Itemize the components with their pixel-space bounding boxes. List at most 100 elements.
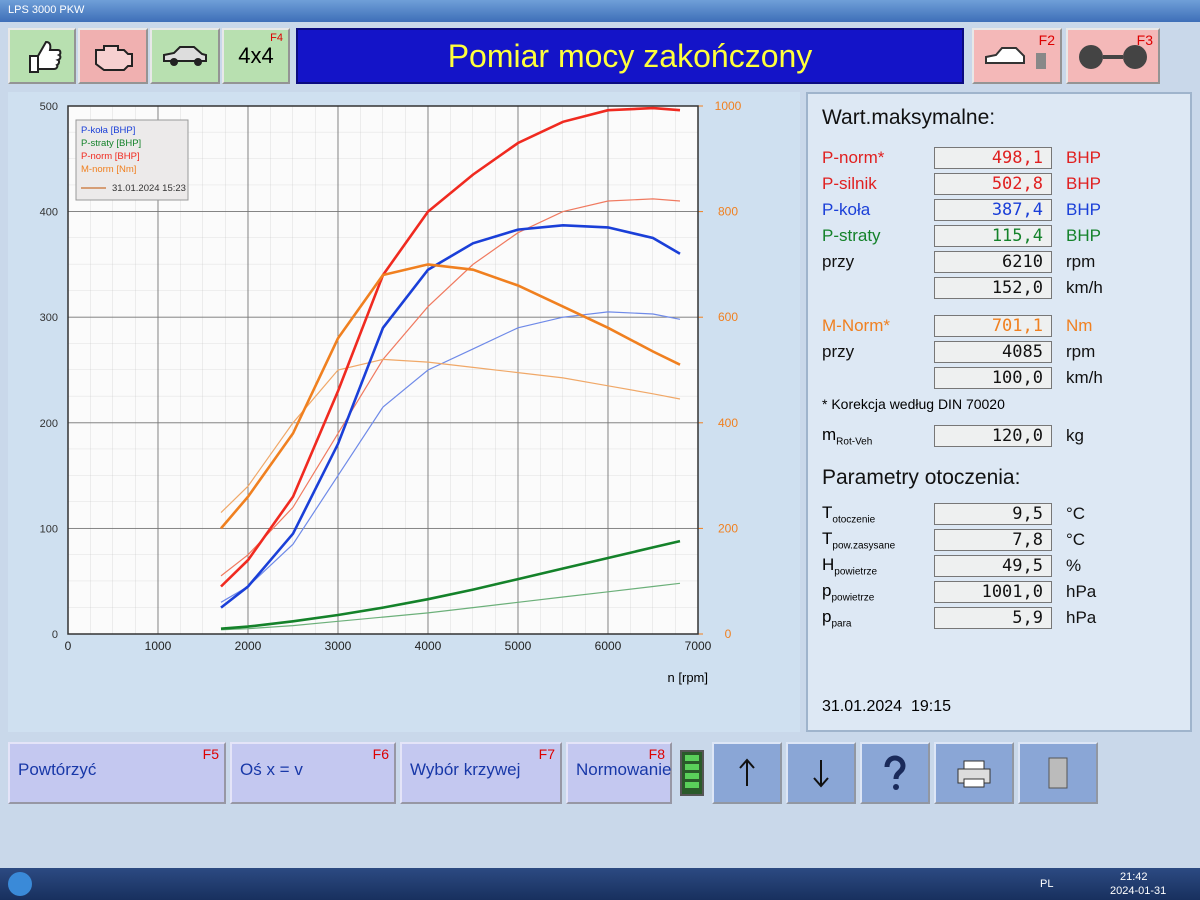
legend-box	[75, 119, 189, 201]
x-tick-label: 0	[65, 639, 72, 653]
f-key: F6	[372, 746, 389, 762]
drive-button[interactable]: 4x4 F4	[222, 28, 290, 84]
series-line	[220, 223, 681, 609]
value-field: 502,8	[934, 173, 1052, 195]
unit: rpm	[1066, 252, 1096, 271]
start-button[interactable]	[8, 872, 32, 896]
value-field: 120,0	[934, 425, 1052, 447]
help-icon	[884, 755, 906, 790]
exit-button[interactable]	[1018, 742, 1098, 804]
value-field: 5,9	[934, 607, 1052, 629]
up-button[interactable]	[712, 742, 782, 804]
engine-icon	[95, 45, 133, 71]
y2-tick-label: 200	[718, 521, 738, 535]
value-field: 100,0	[934, 367, 1052, 389]
button-label: Normowanie	[576, 760, 672, 779]
series-line	[220, 311, 681, 603]
legend-label: P-norm [BHP]	[81, 151, 140, 162]
function-button[interactable]: Wybór krzywej F7	[400, 742, 562, 804]
y2-tick-label: 0	[725, 627, 732, 641]
unit: BHP	[1066, 174, 1101, 193]
ok-button[interactable]	[8, 28, 76, 84]
value-row: Hpowietrze 49,5%	[822, 554, 1178, 578]
help-button[interactable]	[860, 742, 930, 804]
value-field: 115,4	[934, 225, 1052, 247]
label-text: P-norm*	[822, 148, 885, 167]
button-label: Oś x = v	[240, 760, 303, 779]
printer-icon	[957, 760, 991, 788]
row-label: przy	[822, 342, 934, 362]
unit: BHP	[1066, 148, 1101, 167]
value-field: 49,5	[934, 555, 1052, 577]
door-icon	[1048, 757, 1068, 789]
f2-button[interactable]: F2	[972, 28, 1062, 84]
f3-button[interactable]: F3	[1066, 28, 1160, 84]
plot-frame	[67, 105, 699, 635]
drive-label: 4x4	[238, 43, 274, 68]
unit: km/h	[1066, 278, 1103, 297]
value-row: mRot-Veh 120,0 kg	[822, 424, 1178, 448]
car-side-icon	[985, 47, 1046, 69]
x-tick-label: 1000	[145, 639, 172, 653]
status-title: Pomiar mocy zakończony	[296, 28, 964, 84]
x-tick-label: 7000	[685, 639, 712, 653]
value-row: przy 6210 rpm	[822, 250, 1178, 274]
value-row: P-silnik 502,8 BHP	[822, 172, 1178, 196]
panel-title: Parametry otoczenia:	[822, 466, 1021, 489]
label-subscript: Rot-Veh	[836, 436, 873, 448]
row-label: P-norm*	[822, 148, 934, 168]
value-row: M-Norm* 701,1 Nm	[822, 314, 1178, 338]
function-button[interactable]: Powtórzyć F5	[8, 742, 226, 804]
down-button[interactable]	[786, 742, 856, 804]
y-tick-label: 200	[40, 418, 58, 430]
label-text: p	[822, 580, 832, 600]
status-text: Pomiar mocy zakończony	[447, 37, 813, 74]
up-arrow	[739, 758, 755, 786]
row-label: przy	[822, 252, 934, 272]
x-tick-label: 5000	[505, 639, 532, 653]
results-panel: Wart.maksymalne: P-norm* 498,1 BHP P-silnik 5…	[806, 92, 1192, 732]
legend-label: P-straty [BHP]	[81, 138, 141, 149]
value-field: 152,0	[934, 277, 1052, 299]
note: * Korekcja według DIN 70020	[822, 396, 1005, 412]
legend-label: M-norm [Nm]	[81, 164, 136, 175]
label-subscript: para	[831, 618, 852, 630]
label-subscript: otoczenie	[832, 514, 876, 526]
label-text: M-Norm*	[822, 316, 890, 335]
y-tick-label: 300	[40, 312, 58, 324]
clock-date: 2024-01-31	[1110, 885, 1167, 897]
label-text: T	[822, 502, 833, 522]
series-line	[220, 358, 681, 514]
f-key: F5	[202, 746, 219, 762]
value-row: ppowietrze 1001,0 hPa	[822, 580, 1178, 604]
rollers-icon	[1079, 45, 1147, 69]
car-button[interactable]	[150, 28, 220, 84]
f-key: F4	[270, 32, 283, 44]
value-field: 1001,0	[934, 581, 1052, 603]
y2-tick-label: 600	[718, 310, 738, 324]
function-button[interactable]: Normowanie F8	[566, 742, 672, 804]
car-icon	[163, 46, 207, 66]
taskbar: PL 21:42 2024-01-31	[0, 868, 1200, 900]
panel-title: Wart.maksymalne:	[822, 106, 996, 129]
value-field: 498,1	[934, 147, 1052, 169]
row-label: M-Norm*	[822, 316, 934, 336]
value-row: P-koła 387,4 BHP	[822, 198, 1178, 222]
series-line	[220, 263, 681, 530]
unit: hPa	[1066, 582, 1097, 601]
unit: %	[1066, 556, 1082, 575]
label-text: przy	[822, 342, 855, 361]
label-subscript: pow.zasysane	[832, 540, 896, 552]
label-text: H	[822, 554, 835, 574]
function-button[interactable]: Oś x = v F6	[230, 742, 396, 804]
row-label: Tpow.zasysane	[822, 529, 934, 551]
language: PL	[1040, 878, 1054, 890]
label-text: przy	[822, 252, 855, 271]
y-tick-label: 400	[40, 207, 58, 219]
chart: n [rpm] 0 1000 2000 3000 4000 5000 6000 7000010…	[8, 92, 800, 732]
print-button[interactable]	[934, 742, 1014, 804]
down-arrow	[813, 760, 829, 788]
value-field: 4085	[934, 341, 1052, 363]
x-axis-label: n [rpm]	[668, 670, 708, 685]
engine-button[interactable]	[78, 28, 148, 84]
